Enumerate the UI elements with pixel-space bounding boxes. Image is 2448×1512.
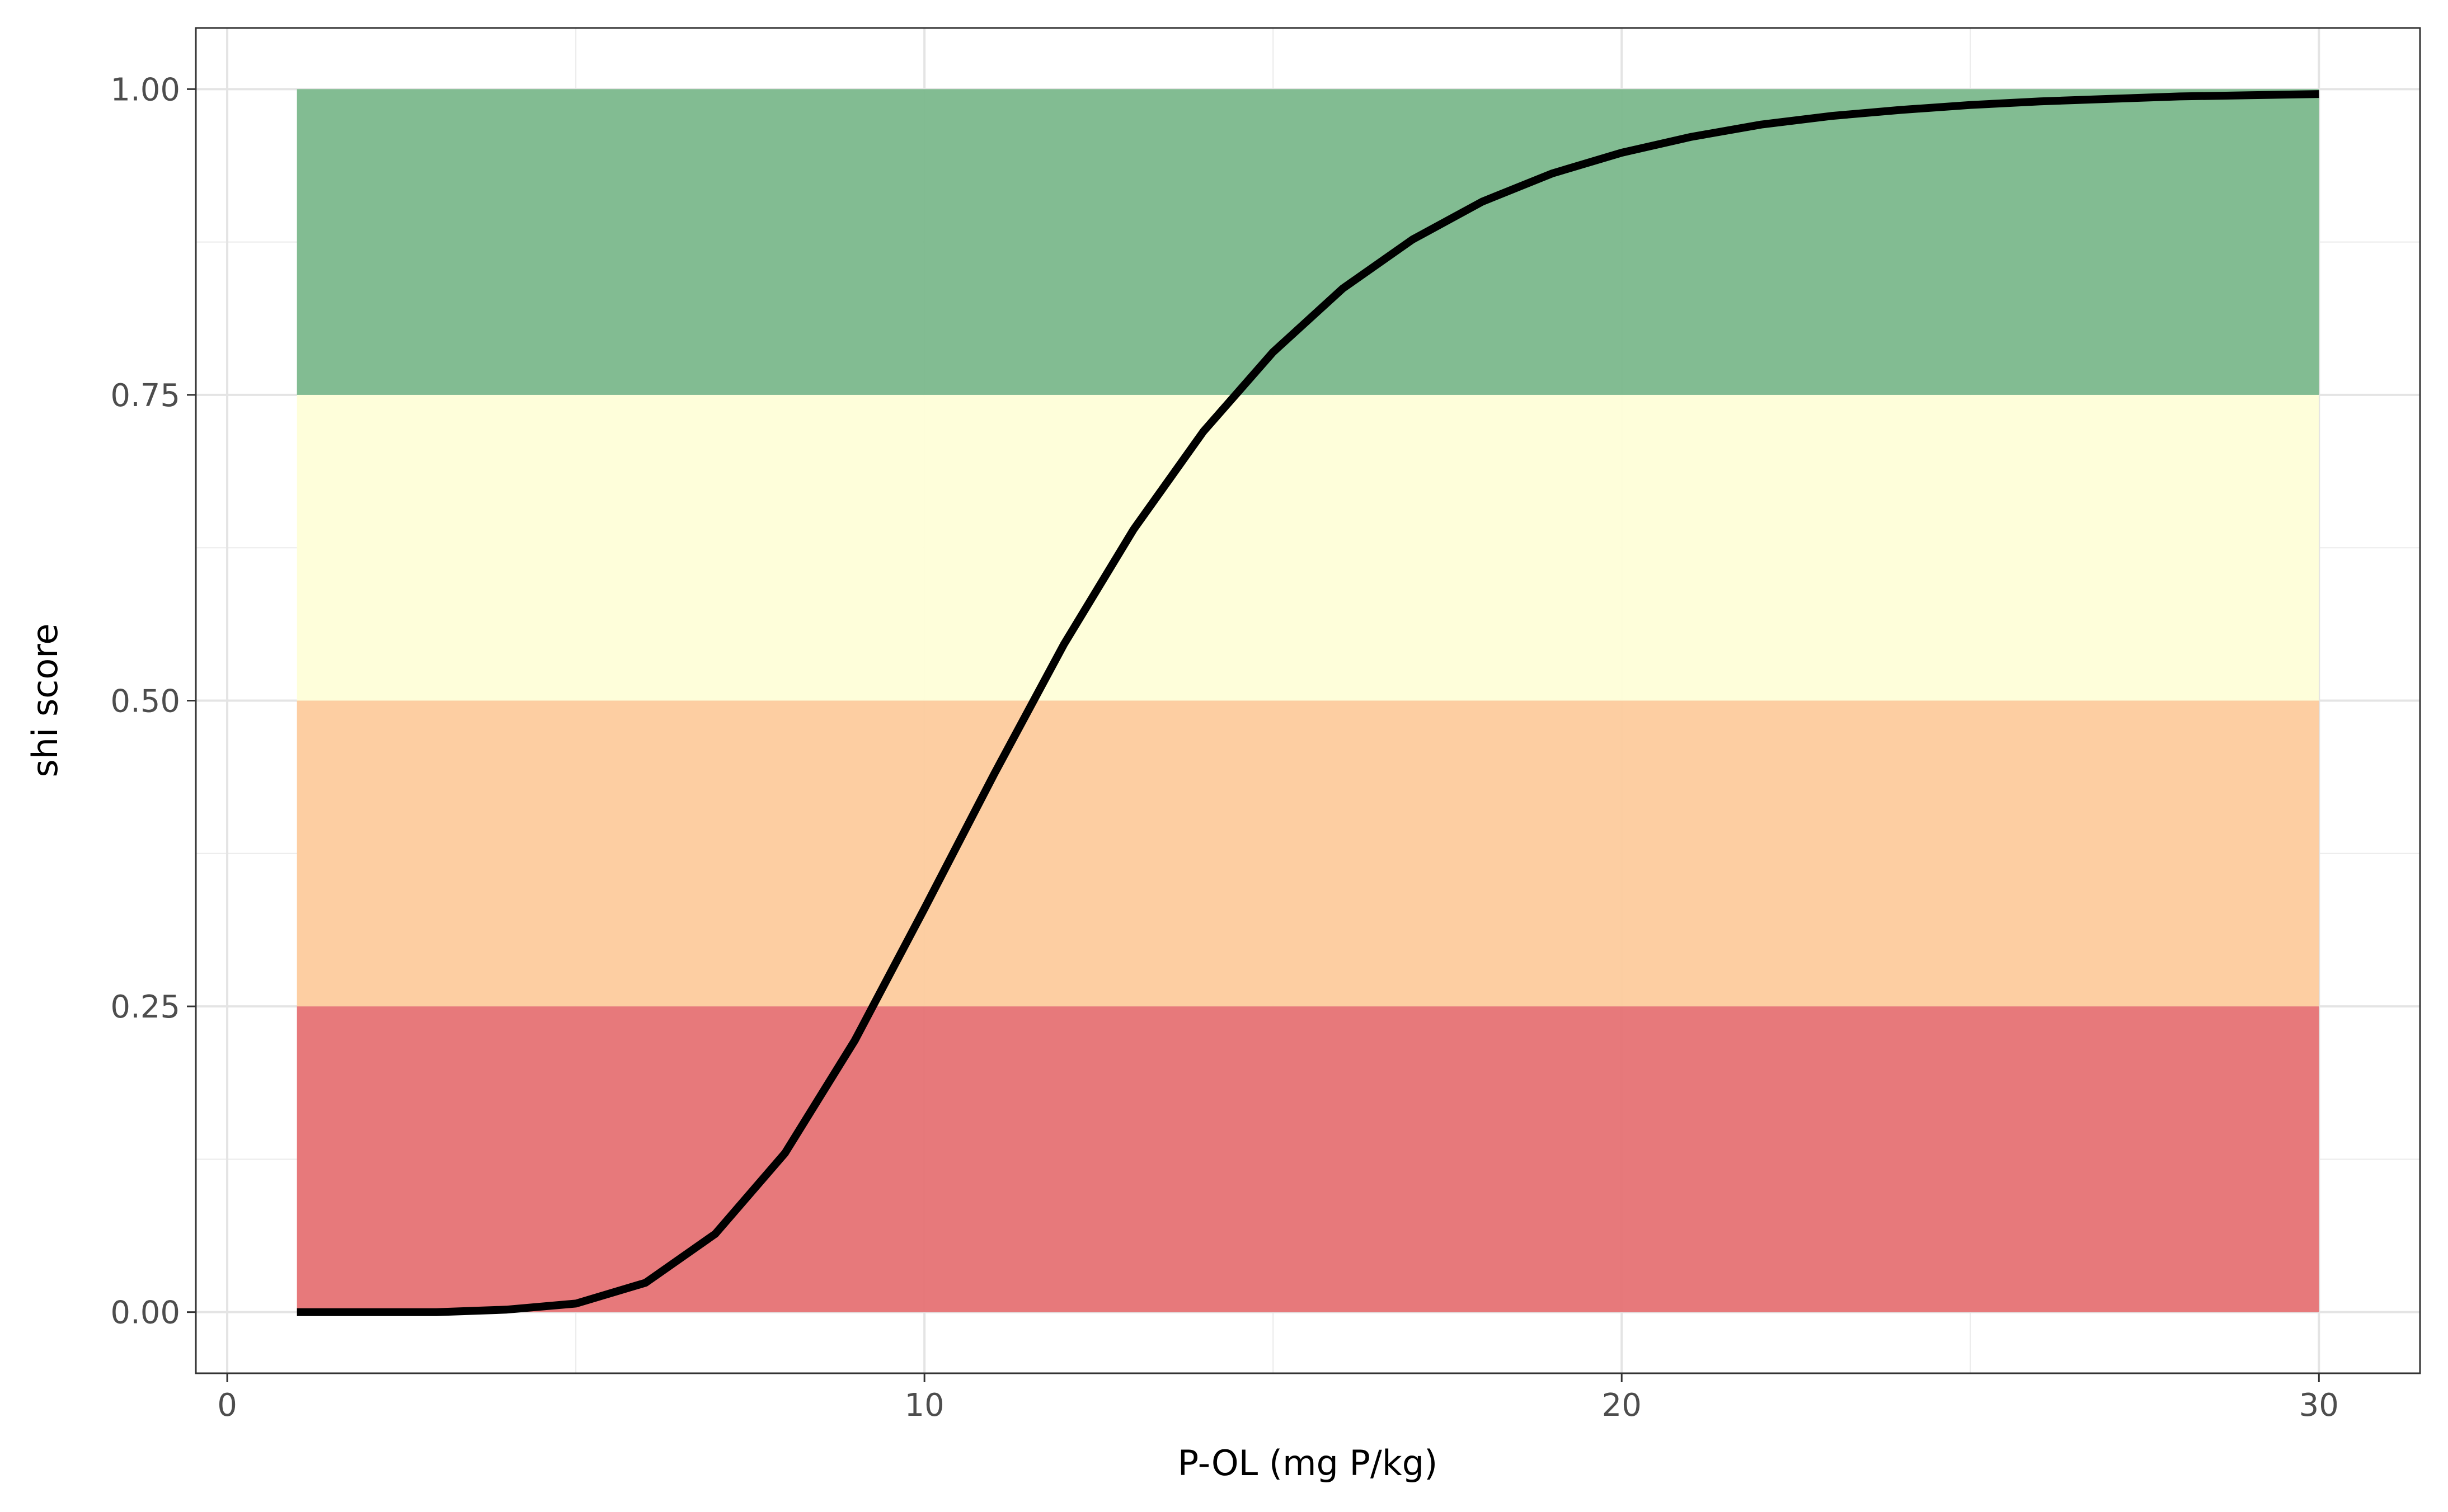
score-band-1 (297, 700, 2319, 1007)
series-layer (297, 90, 2319, 1316)
x-tick-label: 10 (905, 1387, 945, 1424)
x-tick-label: 30 (2299, 1387, 2339, 1424)
series-line-0 (297, 90, 2319, 1316)
y-tick-label: 0.50 (110, 684, 180, 720)
y-tick-label: 0.00 (110, 1295, 180, 1331)
x-axis-title: P-OL (mg P/kg) (1178, 1443, 1438, 1483)
x-tick-label: 20 (1602, 1387, 1642, 1424)
y-tick-label: 0.25 (110, 989, 180, 1025)
y-tick-label: 0.75 (110, 378, 180, 414)
x-tick-label: 0 (217, 1387, 237, 1424)
y-axis: 0.00 0.25 0.50 0.75 1.00 (110, 72, 196, 1331)
score-band-2 (297, 394, 2319, 701)
score-band-3 (297, 89, 2319, 395)
x-axis: 0 10 20 30 (217, 1373, 2339, 1424)
score-bands (297, 89, 2319, 1312)
score-band-0 (297, 1006, 2319, 1312)
y-axis-title: shi score (25, 623, 65, 777)
y-tick-label: 1.00 (110, 72, 180, 108)
